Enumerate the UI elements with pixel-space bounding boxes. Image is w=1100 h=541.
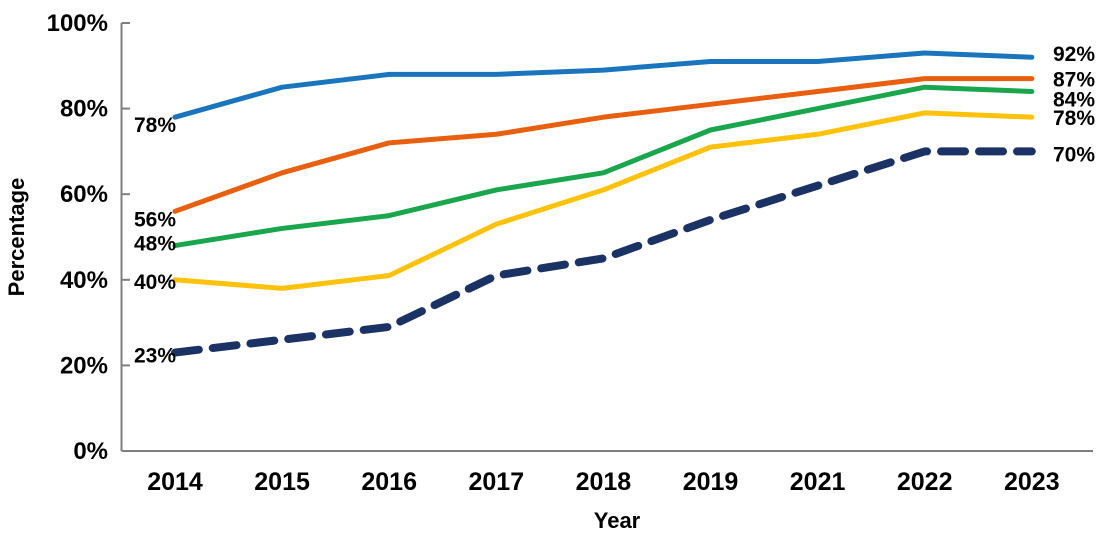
x-year-label: 2017 bbox=[468, 468, 524, 496]
series-line-green bbox=[172, 84, 1035, 249]
y-tick-label: 100% bbox=[47, 10, 108, 37]
y-tick-label: 0% bbox=[73, 438, 108, 465]
y-axis-ticks: 0% 20% 40% 60% 80% 100% bbox=[47, 10, 130, 465]
point-labels: 78% 92% 56% 87% 48% 84% 40% 78% 23% 70% bbox=[134, 43, 1095, 367]
series-start-label-orange: 56% bbox=[134, 208, 176, 231]
series-line-orange bbox=[172, 76, 1035, 214]
x-year-label: 2014 bbox=[147, 468, 203, 496]
x-axis-title: Year bbox=[594, 508, 641, 533]
series-end-label-orange: 87% bbox=[1053, 69, 1095, 92]
x-year-label: 2022 bbox=[897, 468, 953, 496]
x-year-label: 2019 bbox=[683, 468, 739, 496]
series-start-label-gold: 40% bbox=[134, 271, 176, 294]
x-year-label: 2018 bbox=[576, 468, 632, 496]
series-line-gold bbox=[172, 110, 1035, 291]
series-end-label-green: 84% bbox=[1053, 88, 1095, 111]
x-year-label: 2023 bbox=[1004, 468, 1060, 496]
y-tick-label: 80% bbox=[60, 96, 108, 123]
axes bbox=[120, 23, 1093, 452]
y-tick-label: 20% bbox=[60, 352, 108, 379]
series-start-label-navy-dashed: 23% bbox=[134, 345, 176, 368]
series-lines bbox=[171, 50, 1036, 357]
series-line-blue bbox=[172, 50, 1035, 120]
x-year-label: 2015 bbox=[254, 468, 310, 496]
x-year-label: 2021 bbox=[790, 468, 846, 496]
y-tick-label: 40% bbox=[60, 267, 108, 294]
series-end-label-navy-dashed: 70% bbox=[1053, 143, 1095, 166]
x-year-label: 2016 bbox=[361, 468, 417, 496]
series-start-label-blue: 78% bbox=[134, 114, 176, 137]
series-start-label-green: 48% bbox=[134, 233, 176, 256]
series-end-label-gold: 78% bbox=[1053, 107, 1095, 130]
series-line-navy-dashed bbox=[171, 147, 1036, 357]
x-axis-labels: 2014 2015 2016 2017 2018 2019 2021 2022 2023 bbox=[147, 468, 1059, 496]
y-axis-title: Percentage bbox=[4, 178, 29, 297]
y-tick-label: 60% bbox=[60, 181, 108, 208]
series-end-label-blue: 92% bbox=[1053, 43, 1095, 66]
